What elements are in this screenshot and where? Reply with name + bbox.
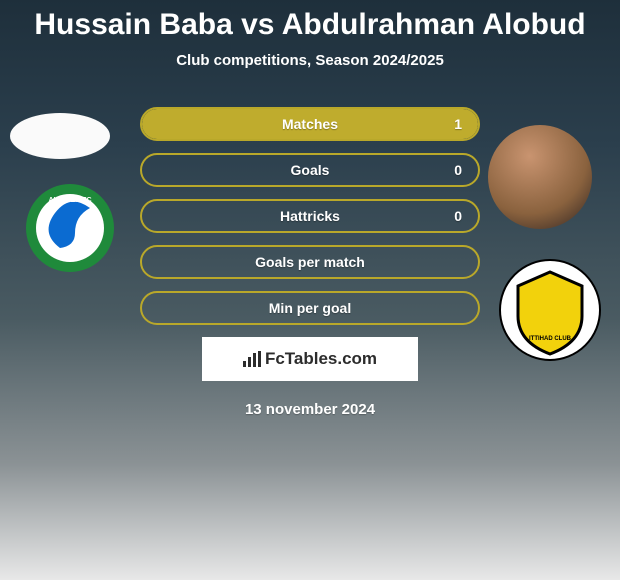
- stat-row: Matches 1: [140, 107, 480, 141]
- stat-label: Goals per match: [255, 254, 365, 270]
- stat-row: Goals 0: [140, 153, 480, 187]
- brand-box[interactable]: FcTables.com: [202, 337, 418, 381]
- svg-text:ITTIHAD CLUB: ITTIHAD CLUB: [529, 336, 572, 342]
- stat-label: Hattricks: [280, 208, 340, 224]
- stat-row: Hattricks 0: [140, 199, 480, 233]
- brand-label: FcTables.com: [265, 349, 377, 369]
- page-subtitle: Club competitions, Season 2024/2025: [0, 52, 620, 69]
- stats-container: Matches 1 Goals 0 Hattricks 0 Goals per match M…: [0, 107, 620, 325]
- chart-icon: [243, 351, 261, 367]
- stat-label: Min per goal: [269, 300, 351, 316]
- stat-row: Min per goal: [140, 291, 480, 325]
- page-title: Hussain Baba vs Abdulrahman Alobud: [0, 0, 620, 42]
- stat-value-right: 0: [454, 208, 462, 224]
- stat-value-right: 0: [454, 162, 462, 178]
- stat-row: Goals per match: [140, 245, 480, 279]
- date-label: 13 november 2024: [0, 401, 620, 418]
- stat-label: Goals: [291, 162, 330, 178]
- stat-label: Matches: [282, 116, 338, 132]
- stat-value-right: 1: [454, 116, 462, 132]
